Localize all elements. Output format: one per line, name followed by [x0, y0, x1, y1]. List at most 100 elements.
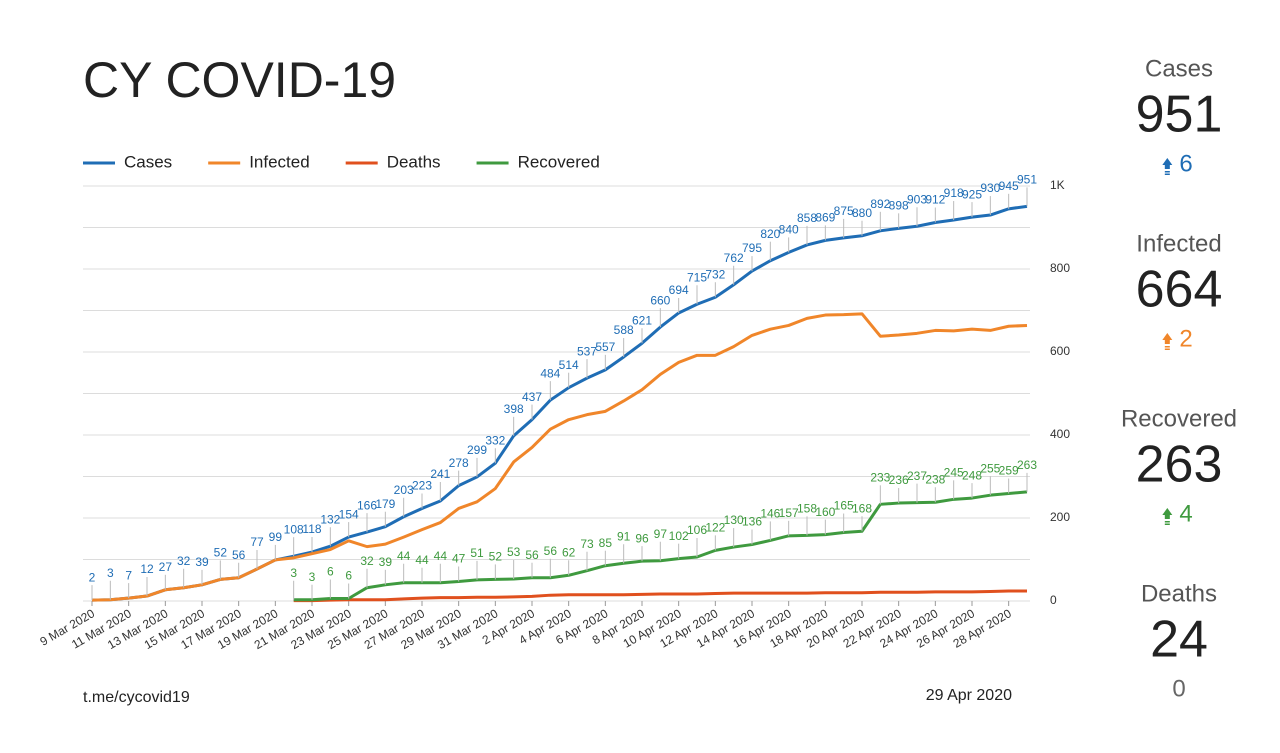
y-tick-label: 0 [1050, 593, 1057, 607]
data-label: 47 [452, 552, 466, 566]
data-label: 299 [467, 443, 487, 457]
data-label: 56 [525, 548, 539, 562]
data-label: 179 [375, 497, 395, 511]
stat-change: 4 [1179, 500, 1192, 527]
data-label: 56 [232, 548, 246, 562]
data-label: 166 [357, 498, 377, 512]
source-link: t.me/cycovid19 [83, 689, 190, 706]
data-label: 237 [907, 469, 927, 483]
data-label: 62 [562, 545, 576, 559]
data-label: 514 [559, 358, 579, 372]
data-label: 32 [177, 554, 191, 568]
data-label: 951 [1017, 173, 1037, 187]
data-label: 91 [617, 529, 631, 543]
data-label: 168 [852, 501, 872, 515]
data-label: 762 [724, 251, 744, 265]
data-label: 146 [760, 507, 780, 521]
stat-label: Infected [1136, 230, 1221, 257]
data-label: 44 [434, 549, 448, 563]
data-label: 154 [339, 507, 359, 521]
data-label: 6 [327, 565, 334, 579]
stat-label: Cases [1145, 55, 1213, 82]
data-label: 255 [980, 461, 1000, 475]
data-label: 484 [540, 366, 560, 380]
data-label: 332 [485, 433, 505, 447]
data-label: 898 [889, 199, 909, 213]
data-label: 869 [815, 211, 835, 225]
data-label: 132 [320, 512, 340, 526]
data-label: 122 [705, 521, 725, 535]
data-label: 32 [360, 554, 374, 568]
data-label: 588 [614, 323, 634, 337]
data-label: 39 [379, 555, 393, 569]
data-label: 51 [470, 546, 484, 560]
data-label: 3 [290, 566, 297, 580]
data-label: 44 [415, 553, 429, 567]
series-line [293, 490, 1028, 602]
data-label: 158 [797, 502, 817, 516]
data-label: 245 [944, 465, 964, 479]
data-label: 880 [852, 206, 872, 220]
data-label: 223 [412, 479, 432, 493]
data-label: 263 [1017, 458, 1037, 472]
data-label: 52 [489, 550, 503, 564]
stat-change: 2 [1179, 325, 1192, 352]
data-label: 660 [650, 293, 670, 307]
data-label: 97 [654, 527, 668, 541]
title: CY COVID-19 [83, 52, 396, 108]
data-label: 820 [760, 227, 780, 241]
data-label: 875 [834, 204, 854, 218]
series-line [91, 312, 1028, 602]
data-label: 437 [522, 390, 542, 404]
data-label: 2 [89, 570, 96, 584]
data-label: 715 [687, 270, 707, 284]
data-label: 233 [870, 470, 890, 484]
data-label: 56 [544, 544, 558, 558]
data-label: 157 [779, 506, 799, 520]
data-label: 99 [269, 530, 283, 544]
data-label: 858 [797, 211, 817, 225]
data-label: 96 [635, 531, 649, 545]
data-label: 52 [214, 546, 228, 560]
date: 29 Apr 2020 [926, 687, 1012, 704]
y-tick-label: 400 [1050, 427, 1070, 441]
data-label: 241 [430, 467, 450, 481]
data-label: 278 [449, 456, 469, 470]
data-label: 732 [705, 267, 725, 281]
data-label: 259 [999, 464, 1019, 478]
stat-value: 664 [1136, 261, 1223, 319]
data-label: 12 [140, 562, 154, 576]
y-tick-label: 600 [1050, 344, 1070, 358]
data-label: 7 [125, 568, 132, 582]
up-arrow-icon [1162, 158, 1173, 175]
data-label: 918 [944, 186, 964, 200]
y-tick-label: 800 [1050, 261, 1070, 275]
up-arrow-icon [1162, 333, 1173, 350]
data-label: 892 [870, 197, 890, 211]
data-label: 108 [284, 522, 304, 536]
stat-change: 6 [1179, 150, 1192, 177]
stat-change: 0 [1172, 675, 1185, 702]
stat-value: 24 [1150, 611, 1208, 669]
data-label: 694 [669, 283, 689, 297]
data-label: 77 [250, 535, 264, 549]
data-label: 945 [999, 179, 1019, 193]
y-tick-label: 1K [1050, 178, 1065, 192]
stat-value: 951 [1136, 86, 1223, 144]
data-label: 795 [742, 241, 762, 255]
data-label: 398 [504, 402, 524, 416]
legend-label: Deaths [387, 152, 441, 171]
series-line [91, 204, 1028, 602]
data-label: 621 [632, 313, 652, 327]
legend-label: Recovered [518, 152, 600, 171]
data-label: 44 [397, 549, 411, 563]
data-label: 537 [577, 344, 597, 358]
data-label: 53 [507, 545, 521, 559]
data-label: 903 [907, 192, 927, 206]
data-label: 248 [962, 468, 982, 482]
stat-value: 263 [1136, 436, 1223, 494]
data-label: 136 [742, 515, 762, 529]
data-label: 203 [394, 483, 414, 497]
stat-label: Recovered [1121, 405, 1237, 432]
data-label: 3 [309, 570, 316, 584]
